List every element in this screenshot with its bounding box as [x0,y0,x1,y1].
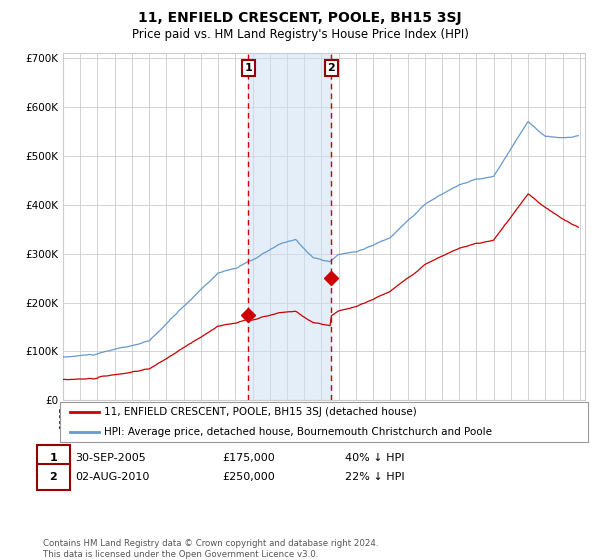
Text: 2: 2 [328,63,335,73]
Text: 30-SEP-2005: 30-SEP-2005 [75,452,146,463]
Text: 1: 1 [50,452,57,463]
Text: 11, ENFIELD CRESCENT, POOLE, BH15 3SJ (detached house): 11, ENFIELD CRESCENT, POOLE, BH15 3SJ (d… [104,407,416,417]
Text: HPI: Average price, detached house, Bournemouth Christchurch and Poole: HPI: Average price, detached house, Bour… [104,427,492,437]
Text: 40% ↓ HPI: 40% ↓ HPI [345,452,404,463]
Text: Contains HM Land Registry data © Crown copyright and database right 2024.
This d: Contains HM Land Registry data © Crown c… [43,539,379,559]
Text: £250,000: £250,000 [222,472,275,482]
Text: Price paid vs. HM Land Registry's House Price Index (HPI): Price paid vs. HM Land Registry's House … [131,28,469,41]
Text: 1: 1 [244,63,252,73]
Text: 02-AUG-2010: 02-AUG-2010 [75,472,149,482]
Text: £175,000: £175,000 [222,452,275,463]
Bar [248,53,331,400]
Text: 2: 2 [50,472,57,482]
Text: 11, ENFIELD CRESCENT, POOLE, BH15 3SJ: 11, ENFIELD CRESCENT, POOLE, BH15 3SJ [138,11,462,25]
Text: 22% ↓ HPI: 22% ↓ HPI [345,472,404,482]
